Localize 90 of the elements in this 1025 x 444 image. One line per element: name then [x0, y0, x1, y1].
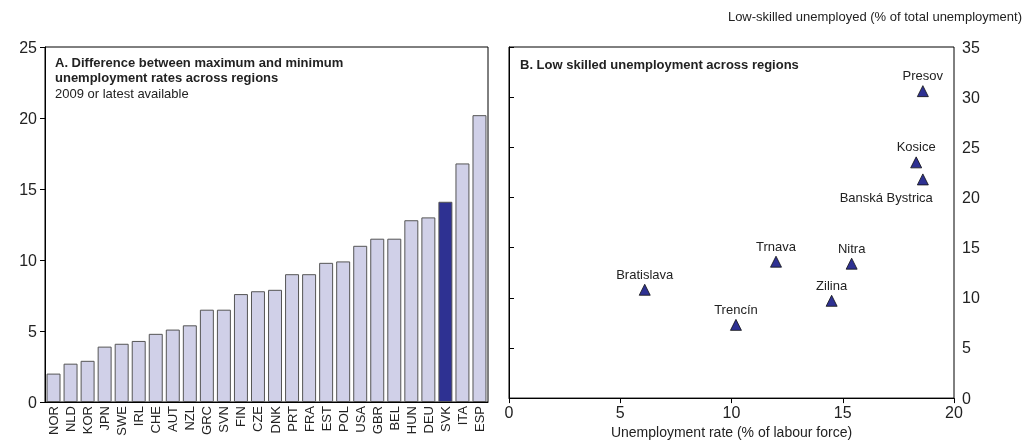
- bar: [80, 360, 95, 402]
- x-tick-label: BEL: [386, 406, 402, 431]
- annotation: Trnava: [756, 238, 797, 254]
- y-axis-title: Low-skilled unemployed (% of total unemployment): [727, 9, 1023, 24]
- point: [638, 283, 651, 296]
- x-tick-label: 5: [615, 403, 625, 421]
- x-tick-label: NOR: [46, 406, 62, 435]
- bar: [404, 220, 419, 402]
- x-tick-label: CZE: [250, 405, 266, 432]
- x-tick-label: KOR: [80, 406, 96, 435]
- y-tick-label: 25: [19, 38, 38, 56]
- bar: [438, 201, 453, 402]
- text: B. Low skilled unemployment across regions: [520, 57, 799, 72]
- bar: [421, 217, 436, 402]
- x-tick-label: SWE: [114, 405, 130, 436]
- bar: [148, 333, 163, 402]
- x-tick-label: ESP: [471, 406, 487, 433]
- bar: [165, 329, 180, 402]
- x-tick-label: DNK: [267, 405, 283, 434]
- x-tick-label: USA: [352, 405, 368, 433]
- x-tick-label: NLD: [63, 406, 79, 433]
- annotation: Kosice: [896, 139, 936, 155]
- point: [730, 318, 742, 331]
- bar: [302, 274, 317, 402]
- x-tick-label: GRC: [199, 406, 215, 435]
- x-tick-label: GBR: [369, 406, 385, 435]
- bar: [336, 261, 351, 402]
- bar: [285, 274, 300, 402]
- y-tick-label: 25: [962, 138, 980, 156]
- y-tick-label: 0: [962, 389, 971, 407]
- text: A. Difference between maximum and minimum unemployment rates across regions: [55, 55, 347, 85]
- y-tick-label: 5: [962, 339, 971, 357]
- y-tick-label: 10: [962, 289, 980, 307]
- x-tick-label: FIN: [233, 406, 249, 427]
- bar: [319, 262, 334, 402]
- point: [916, 173, 929, 186]
- bar: [97, 346, 112, 402]
- x-tick-label: DEU: [420, 406, 436, 434]
- x-tick-label: 10: [722, 403, 741, 421]
- bar: [472, 115, 487, 402]
- bar: [182, 325, 197, 402]
- bar: [387, 238, 402, 402]
- x-tick-label: ITA: [454, 405, 470, 426]
- annotation: Trencín: [714, 301, 758, 317]
- y-tick-label: 35: [962, 38, 980, 56]
- annotation: Bratislava: [616, 266, 675, 282]
- x-tick-label: FRA: [301, 405, 317, 432]
- bar: [131, 340, 146, 402]
- point: [825, 294, 838, 307]
- bar: [199, 309, 214, 402]
- point: [845, 257, 858, 270]
- x-axis-title: Unemployment rate (% of labour force): [610, 424, 853, 440]
- y-tick-label: 20: [19, 109, 38, 127]
- x-tick-label: SVN: [216, 406, 232, 433]
- y-tick-label: 10: [19, 251, 38, 269]
- bar: [370, 238, 385, 402]
- x-tick-label: 0: [504, 403, 514, 421]
- bar: [114, 343, 129, 402]
- bar: [455, 163, 470, 402]
- y-tick-label: 5: [28, 322, 38, 340]
- y-tick-label: 30: [962, 88, 980, 106]
- x-tick-label: 15: [833, 403, 852, 421]
- x-tick-label: NZL: [182, 406, 198, 431]
- x-tick-label: SVK: [437, 405, 453, 433]
- x-tick-label: PRT: [284, 405, 300, 432]
- annotation: Banská Bystrica: [839, 190, 934, 206]
- bar: [216, 309, 231, 402]
- y-tick-label: 15: [962, 239, 980, 257]
- x-tick-label: JPN: [97, 406, 113, 431]
- x-tick-label: HUN: [403, 406, 419, 435]
- bar: [233, 294, 248, 402]
- point: [770, 255, 782, 268]
- bar: [46, 373, 61, 402]
- y-tick-label: 20: [962, 188, 980, 206]
- annotation: Zilina: [816, 277, 848, 293]
- bar: [268, 289, 283, 402]
- x-tick-label: IRL: [131, 406, 147, 427]
- point: [916, 85, 929, 98]
- bar: [353, 245, 368, 402]
- x-tick-label: EST: [318, 405, 334, 432]
- annotation: Nitra: [837, 240, 867, 256]
- x-tick-label: AUT: [165, 405, 181, 432]
- y-tick-label: 15: [19, 180, 38, 198]
- point: [910, 156, 923, 169]
- bar: [63, 363, 78, 402]
- text: 2009 or latest available: [55, 86, 189, 101]
- x-tick-label: POL: [335, 406, 351, 433]
- annotation: Presov: [902, 68, 944, 84]
- x-tick-label: CHE: [148, 405, 164, 434]
- bar: [251, 291, 265, 402]
